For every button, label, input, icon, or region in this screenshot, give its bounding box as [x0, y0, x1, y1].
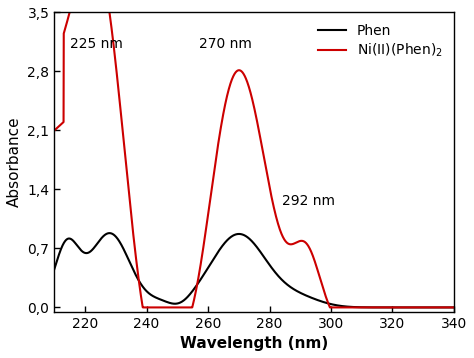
Ni(II)(Phen)$_2$: [140, 305, 146, 310]
Phen: [439, 305, 445, 310]
Line: Phen: Phen: [55, 233, 454, 308]
Phen: [246, 236, 252, 241]
Ni(II)(Phen)$_2$: [52, 128, 57, 132]
Ni(II)(Phen)$_2$: [236, 68, 241, 72]
Line: Ni(II)(Phen)$_2$: Ni(II)(Phen)$_2$: [55, 0, 454, 308]
X-axis label: Wavelength (nm): Wavelength (nm): [180, 336, 328, 351]
Phen: [107, 231, 112, 235]
Phen: [52, 267, 57, 271]
Phen: [440, 305, 446, 310]
Legend: Phen, Ni(II)(Phen)$_2$: Phen, Ni(II)(Phen)$_2$: [314, 19, 447, 63]
Phen: [366, 305, 372, 310]
Ni(II)(Phen)$_2$: [246, 85, 252, 90]
Text: 292 nm: 292 nm: [282, 194, 335, 208]
Phen: [72, 240, 78, 245]
Y-axis label: Absorbance: Absorbance: [7, 117, 22, 207]
Ni(II)(Phen)$_2$: [440, 305, 446, 310]
Ni(II)(Phen)$_2$: [440, 305, 446, 310]
Ni(II)(Phen)$_2$: [451, 305, 457, 310]
Text: 225 nm: 225 nm: [70, 37, 123, 51]
Ni(II)(Phen)$_2$: [366, 305, 372, 310]
Phen: [236, 232, 241, 236]
Phen: [451, 305, 457, 310]
Text: 270 nm: 270 nm: [199, 37, 252, 51]
